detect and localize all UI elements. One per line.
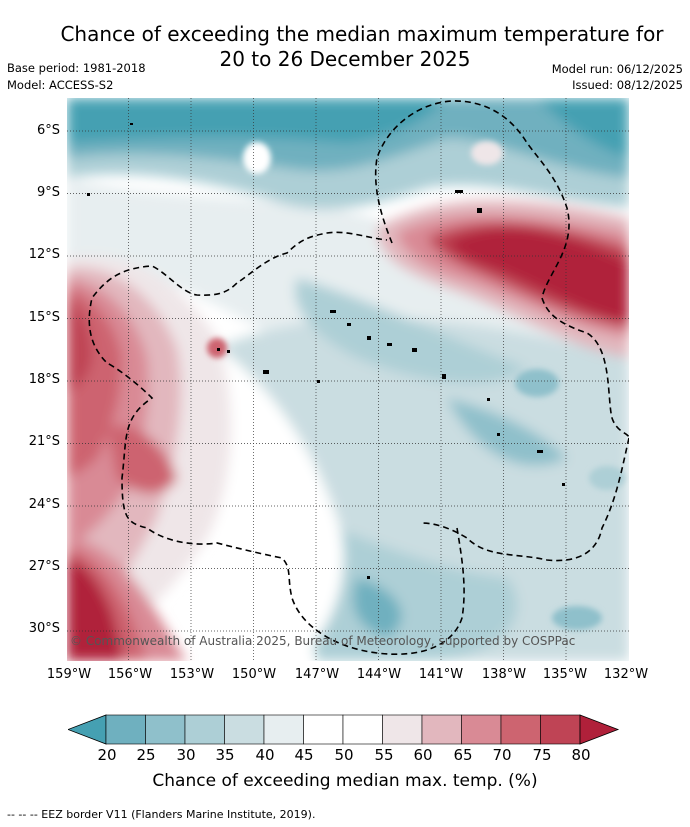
colorbar-tick: 30 xyxy=(176,746,196,764)
colorbar-segment xyxy=(342,714,383,745)
colorbar-tick: 20 xyxy=(97,746,117,764)
colorbar-extend-low xyxy=(66,714,107,745)
lat-label: 30°S xyxy=(28,621,60,636)
lon-label: 144°W xyxy=(356,667,402,682)
lat-label: 9°S xyxy=(36,185,60,200)
colorbar-tick: 55 xyxy=(374,746,394,764)
colorbar-segment xyxy=(540,714,581,745)
colorbar-tick: 45 xyxy=(294,746,314,764)
eez-borders xyxy=(88,100,629,656)
colorbar-extend-high xyxy=(579,714,620,745)
colorbar-tick: 50 xyxy=(334,746,354,764)
colorbar-segment xyxy=(382,714,423,745)
colorbar-segment xyxy=(224,714,265,745)
map-title: Chance of exceeding the median maximum t… xyxy=(0,22,690,72)
colorbar-segment xyxy=(184,714,225,745)
lon-label: 159°W xyxy=(46,667,92,682)
colorbar-segment xyxy=(461,714,502,745)
field-detail xyxy=(207,141,625,630)
lon-label: 153°W xyxy=(169,667,215,682)
title-line-1: Chance of exceeding the median maximum t… xyxy=(60,22,664,46)
colorbar-tick: 25 xyxy=(136,746,156,764)
colorbar-svg xyxy=(66,714,620,745)
lat-label: 6°S xyxy=(36,123,60,138)
lat-label: 12°S xyxy=(28,247,60,262)
lat-label: 15°S xyxy=(28,310,60,325)
lon-label: 150°W xyxy=(231,667,277,682)
colorbar-tick: 80 xyxy=(571,746,591,764)
map-svg xyxy=(67,98,629,661)
probability-map xyxy=(67,98,629,661)
colorbar-tick: 40 xyxy=(255,746,275,764)
lon-label: 132°W xyxy=(603,667,649,682)
lat-label: 27°S xyxy=(28,559,60,574)
islands xyxy=(87,123,565,579)
eez-legend: -- -- -- EEZ border V11 (Flanders Marine… xyxy=(7,808,316,821)
title-line-2: 20 to 26 December 2025 xyxy=(219,47,471,71)
colorbar-segment xyxy=(303,714,344,745)
issued-date: Issued: 08/12/2025 xyxy=(572,78,683,92)
lon-label: 147°W xyxy=(294,667,340,682)
colorbar xyxy=(66,714,622,745)
colorbar-segment xyxy=(263,714,304,745)
graticule xyxy=(67,98,629,661)
model-run: Model run: 06/12/2025 xyxy=(551,62,683,76)
lon-label: 135°W xyxy=(542,667,588,682)
colorbar-tick: 75 xyxy=(532,746,552,764)
base-period: Base period: 1981-2018 xyxy=(7,61,146,75)
colorbar-tick: 60 xyxy=(413,746,433,764)
lon-label: 156°W xyxy=(107,667,153,682)
copyright-notice: © Commonwealth of Australia 2025, Bureau… xyxy=(70,634,576,648)
colorbar-segment xyxy=(145,714,186,745)
model-name: Model: ACCESS-S2 xyxy=(7,78,114,92)
lon-label: 138°W xyxy=(481,667,527,682)
lon-label: 141°W xyxy=(418,667,464,682)
colorbar-segment xyxy=(105,714,146,745)
colorbar-tick: 65 xyxy=(453,746,473,764)
colorbar-tick: 35 xyxy=(215,746,235,764)
colorbar-segment xyxy=(421,714,462,745)
lat-label: 24°S xyxy=(28,497,60,512)
lat-label: 18°S xyxy=(28,372,60,387)
colorbar-label: Chance of exceeding median max. temp. (%… xyxy=(152,771,538,791)
lat-label: 21°S xyxy=(28,434,60,449)
colorbar-segment xyxy=(500,714,541,745)
colorbar-tick: 70 xyxy=(492,746,512,764)
